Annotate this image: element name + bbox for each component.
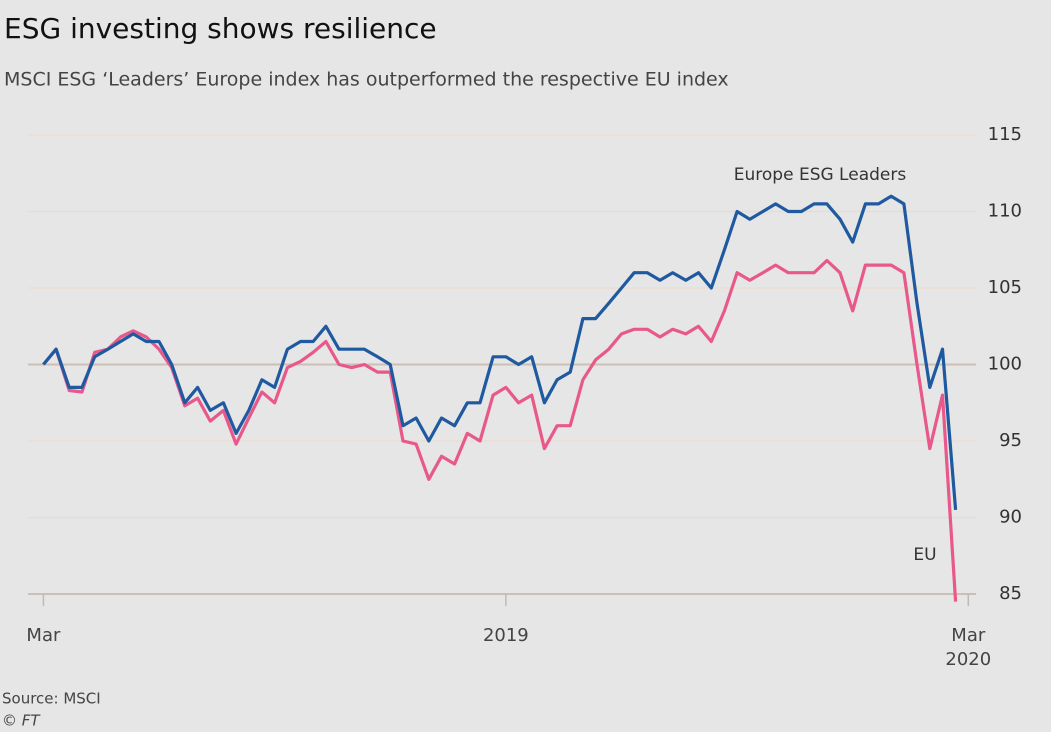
y-tick-label: 110 — [988, 201, 1022, 222]
y-tick-label: 95 — [999, 430, 1022, 451]
series-label: EU — [913, 545, 936, 565]
y-tick-label: 90 — [999, 507, 1022, 528]
chart-title: ESG investing shows resilience — [4, 12, 437, 45]
x-tick-label: Mar 2020 — [945, 625, 992, 670]
y-tick-label: 105 — [988, 277, 1022, 298]
y-tick-label: 115 — [988, 124, 1022, 145]
y-tick-label: 100 — [988, 354, 1022, 375]
chart-subtitle: MSCI ESG ‘Leaders’ Europe index has outp… — [4, 69, 729, 91]
x-tick-label: 2019 — [482, 625, 529, 646]
series-line — [42, 194, 958, 511]
x-tick-label: Mar — [26, 625, 61, 646]
y-tick-label: 85 — [999, 583, 1022, 604]
credit: © FT — [2, 712, 41, 730]
series-line — [42, 258, 958, 602]
source: Source: MSCI — [2, 690, 101, 708]
series-label: Europe ESG Leaders — [734, 165, 907, 185]
